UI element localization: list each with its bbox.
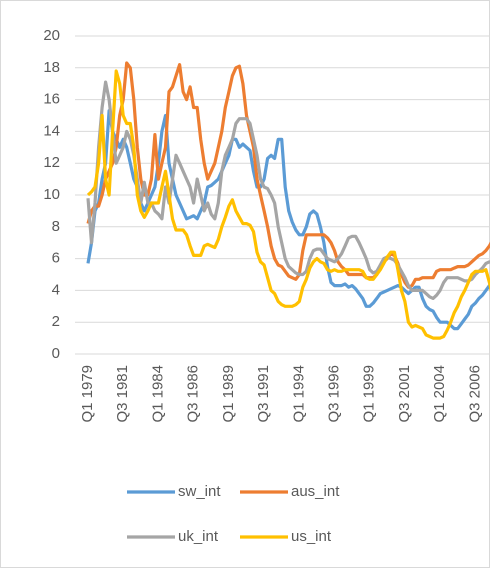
x-tick-label: Q3 1996 — [325, 365, 342, 423]
x-tick-label: Q3 1986 — [185, 365, 202, 423]
x-tick-label: Q3 2006 — [466, 365, 483, 423]
series-line — [86, 61, 490, 289]
y-tick-label: 8 — [52, 218, 60, 235]
x-tick-label: Q3 1981 — [114, 365, 131, 423]
y-tick-label: 18 — [43, 59, 60, 76]
x-tick-label: Q1 1979 — [79, 365, 96, 423]
x-tick-label: Q1 2004 — [431, 365, 448, 423]
y-tick-label: 0 — [52, 345, 60, 362]
legend-label: us_int — [291, 528, 332, 545]
x-tick-label: Q1 1999 — [361, 365, 378, 423]
y-tick-label: 4 — [52, 281, 60, 298]
legend-label: aus_int — [291, 483, 340, 500]
y-tick-label: 20 — [43, 27, 60, 44]
x-tick-label: Q1 1994 — [290, 365, 307, 423]
y-tick-label: 6 — [52, 250, 60, 267]
series-line — [86, 69, 490, 340]
y-tick-label: 14 — [43, 122, 60, 139]
y-tick-label: 12 — [43, 154, 60, 171]
x-tick-label: Q1 1984 — [149, 365, 166, 423]
legend-label: uk_int — [178, 528, 219, 545]
legend-label: sw_int — [178, 483, 221, 500]
series-line — [86, 80, 490, 300]
y-tick-label: 10 — [43, 186, 60, 203]
x-tick-label: Q1 1989 — [220, 365, 237, 423]
y-tick-label: 16 — [43, 91, 60, 108]
y-tick-label: 2 — [52, 313, 60, 330]
x-tick-label: Q3 1991 — [255, 365, 272, 423]
x-tick-label: Q3 2001 — [396, 365, 413, 423]
